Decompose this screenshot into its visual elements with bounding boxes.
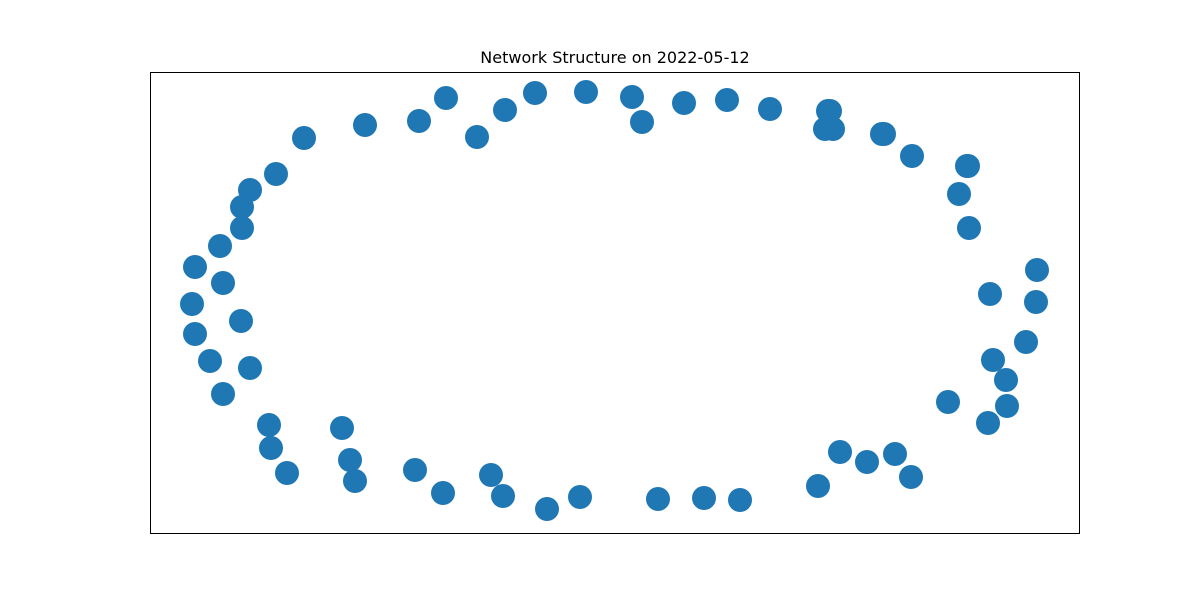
- network-node: [899, 465, 923, 489]
- network-node: [936, 390, 960, 414]
- network-node: [208, 234, 232, 258]
- network-node: [259, 436, 283, 460]
- network-node: [479, 463, 503, 487]
- network-node: [211, 382, 235, 406]
- network-node: [630, 110, 654, 134]
- network-node: [978, 282, 1002, 306]
- network-node: [821, 117, 845, 141]
- network-node: [343, 469, 367, 493]
- network-node: [883, 442, 907, 466]
- network-node: [900, 144, 924, 168]
- network-node: [465, 125, 489, 149]
- network-node: [1024, 290, 1048, 314]
- network-node: [957, 216, 981, 240]
- network-node: [180, 292, 204, 316]
- network-node: [292, 126, 316, 150]
- network-node: [535, 497, 559, 521]
- chart-title: Network Structure on 2022-05-12: [480, 48, 750, 67]
- network-node: [183, 255, 207, 279]
- network-node: [994, 368, 1018, 392]
- network-node: [870, 122, 894, 146]
- network-node: [828, 440, 852, 464]
- network-node: [238, 356, 262, 380]
- network-node: [198, 349, 222, 373]
- network-node: [211, 271, 235, 295]
- network-node: [758, 97, 782, 121]
- network-node: [275, 461, 299, 485]
- network-node: [230, 195, 254, 219]
- network-node: [230, 216, 254, 240]
- network-node: [947, 182, 971, 206]
- network-node: [956, 154, 980, 178]
- node-layer: [180, 80, 1049, 521]
- network-node: [264, 162, 288, 186]
- network-node: [620, 85, 644, 109]
- network-node: [434, 86, 458, 110]
- network-node: [728, 488, 752, 512]
- network-node: [715, 88, 739, 112]
- network-node: [672, 91, 696, 115]
- network-node: [981, 348, 1005, 372]
- network-node: [491, 484, 515, 508]
- network-node: [995, 394, 1019, 418]
- network-node: [574, 80, 598, 104]
- network-node: [229, 309, 253, 333]
- network-node: [493, 98, 517, 122]
- network-node: [353, 113, 377, 137]
- network-node: [403, 458, 427, 482]
- network-node: [855, 450, 879, 474]
- network-node: [183, 322, 207, 346]
- network-node: [523, 81, 547, 105]
- network-node: [818, 99, 842, 123]
- network-node: [338, 448, 362, 472]
- network-node: [431, 481, 455, 505]
- network-node: [407, 109, 431, 133]
- network-node: [257, 413, 281, 437]
- network-node: [330, 416, 354, 440]
- network-node: [692, 486, 716, 510]
- network-node: [646, 487, 670, 511]
- network-node: [806, 474, 830, 498]
- network-node: [1025, 258, 1049, 282]
- network-node: [1014, 330, 1038, 354]
- network-node: [976, 411, 1000, 435]
- network-node: [568, 485, 592, 509]
